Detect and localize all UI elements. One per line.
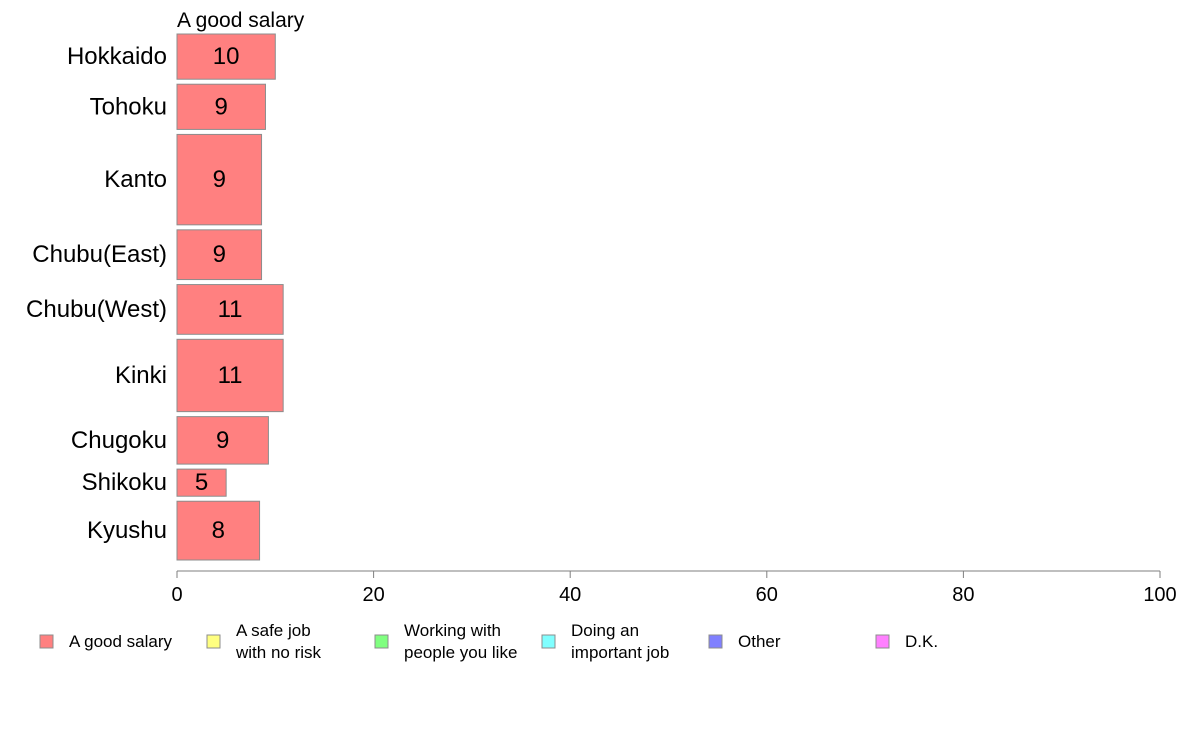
data-label: 9 bbox=[215, 93, 228, 120]
legend-swatch bbox=[541, 634, 556, 649]
x-tick-label: 100 bbox=[1143, 584, 1176, 606]
bar bbox=[176, 284, 284, 335]
legend-swatch bbox=[708, 634, 723, 649]
data-label: 10 bbox=[213, 43, 240, 70]
data-label: 9 bbox=[216, 427, 229, 454]
data-label: 9 bbox=[213, 166, 226, 193]
legend-swatch bbox=[39, 634, 54, 649]
legend-label: Working with people you like bbox=[404, 621, 517, 662]
category-label: Kanto bbox=[104, 166, 167, 193]
bar bbox=[176, 229, 263, 281]
data-label: 11 bbox=[218, 362, 243, 389]
category-label: Kyushu bbox=[87, 517, 167, 544]
data-label: 9 bbox=[213, 241, 226, 268]
x-tick-label: 60 bbox=[756, 584, 778, 606]
legend: A good salary A safe job with no risk Worki… bbox=[39, 621, 938, 662]
legend-swatch bbox=[374, 634, 389, 649]
bar bbox=[176, 338, 284, 413]
series-title: A good salary bbox=[177, 9, 305, 32]
category-label: Chubu(East) bbox=[32, 241, 167, 268]
category-label: Chubu(West) bbox=[26, 296, 167, 323]
bar bbox=[176, 33, 276, 80]
legend-label: Doing an important job bbox=[571, 621, 669, 662]
legend-label: A good salary bbox=[69, 632, 173, 651]
category-label: Kinki bbox=[115, 362, 167, 389]
category-label: Chugoku bbox=[71, 427, 167, 454]
x-axis: 0 20 40 60 80 100 bbox=[171, 570, 1177, 606]
bar bbox=[176, 83, 266, 130]
category-label: Hokkaido bbox=[67, 43, 167, 70]
category-label: Shikoku bbox=[82, 469, 167, 496]
bar bbox=[176, 133, 263, 226]
legend-label: A safe job with no risk bbox=[235, 621, 322, 662]
x-tick-label: 0 bbox=[171, 584, 182, 606]
x-tick-label: 20 bbox=[362, 584, 384, 606]
legend-swatch bbox=[206, 634, 221, 649]
bar bbox=[176, 500, 261, 561]
bar bbox=[176, 416, 269, 465]
category-label: Tohoku bbox=[90, 93, 167, 120]
legend-label: Other bbox=[738, 632, 781, 651]
bar bbox=[176, 468, 227, 497]
x-tick-label: 40 bbox=[559, 584, 581, 606]
data-label: 8 bbox=[212, 517, 225, 544]
x-tick-label: 80 bbox=[952, 584, 974, 606]
legend-label: D.K. bbox=[905, 632, 938, 651]
bars: Hokkaido 10 Tohoku 9 Kanto 9 Chubu(East) 9 Chubu… bbox=[26, 33, 284, 561]
data-label: 5 bbox=[195, 469, 208, 496]
legend-swatch bbox=[875, 634, 890, 649]
data-label: 11 bbox=[218, 296, 243, 323]
